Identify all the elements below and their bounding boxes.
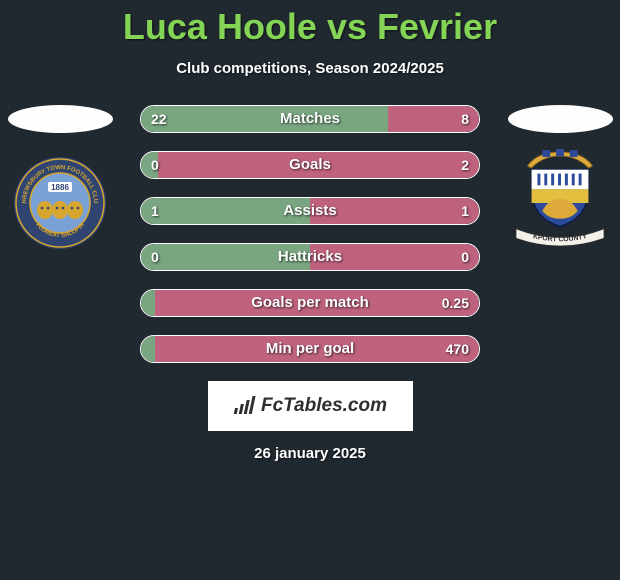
stat-row: 0Goals2 bbox=[140, 151, 480, 179]
stat-value-right: 2 bbox=[461, 152, 469, 178]
stat-row: 0Hattricks0 bbox=[140, 243, 480, 271]
chart-icon bbox=[233, 394, 257, 418]
stockport-badge-icon: KPORT COUNTY bbox=[510, 149, 610, 257]
player-left-badge: SHREWSBURY TOWN FOOTBALL CLUB FLOREAT SA… bbox=[10, 153, 110, 253]
stat-label: Goals bbox=[141, 152, 479, 178]
player-right-side: KPORT COUNTY bbox=[500, 105, 620, 253]
stat-row: 1Assists1 bbox=[140, 197, 480, 225]
stat-value-right: 470 bbox=[446, 336, 469, 362]
shrewsbury-badge-icon: SHREWSBURY TOWN FOOTBALL CLUB FLOREAT SA… bbox=[12, 155, 108, 251]
svg-text:1886: 1886 bbox=[51, 183, 69, 192]
stat-row: 22Matches8 bbox=[140, 105, 480, 133]
stat-label: Hattricks bbox=[141, 244, 479, 270]
player-left-side: SHREWSBURY TOWN FOOTBALL CLUB FLOREAT SA… bbox=[0, 105, 120, 253]
stat-value-right: 0.25 bbox=[442, 290, 469, 316]
player-right-name-oval bbox=[508, 105, 613, 133]
stat-label: Assists bbox=[141, 198, 479, 224]
stat-label: Min per goal bbox=[141, 336, 479, 362]
comparison-main: SHREWSBURY TOWN FOOTBALL CLUB FLOREAT SA… bbox=[0, 105, 620, 363]
player-left-name-oval bbox=[8, 105, 113, 133]
snapshot-date: 26 january 2025 bbox=[0, 445, 620, 462]
player-right-badge: KPORT COUNTY bbox=[510, 153, 610, 253]
stat-value-right: 0 bbox=[461, 244, 469, 270]
stat-row: Min per goal470 bbox=[140, 335, 480, 363]
competition-subtitle: Club competitions, Season 2024/2025 bbox=[0, 60, 620, 77]
watermark-text: FcTables.com bbox=[261, 395, 387, 417]
stat-row: Goals per match0.25 bbox=[140, 289, 480, 317]
stat-bars: 22Matches80Goals21Assists10Hattricks0Goa… bbox=[140, 105, 480, 363]
watermark-box[interactable]: FcTables.com bbox=[208, 381, 413, 431]
stat-label: Matches bbox=[141, 106, 479, 132]
page-title: Luca Hoole vs Fevrier bbox=[0, 0, 620, 48]
stat-value-right: 1 bbox=[461, 198, 469, 224]
stat-label: Goals per match bbox=[141, 290, 479, 316]
stat-value-right: 8 bbox=[461, 106, 469, 132]
